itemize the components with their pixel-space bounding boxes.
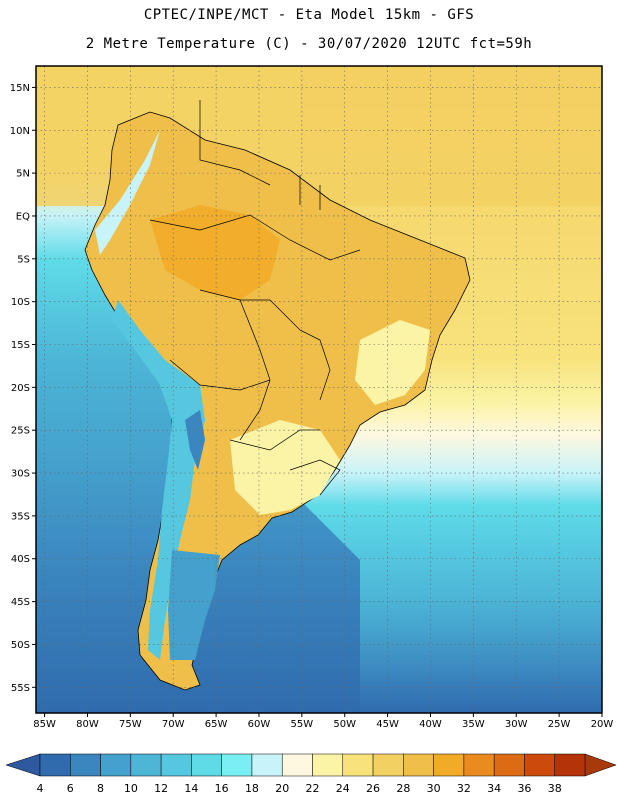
colorbar-swatch <box>433 753 465 777</box>
colorbar-label: 28 <box>396 782 410 795</box>
map-title-line2: 2 Metre Temperature (C) - 30/07/2020 12U… <box>85 36 533 52</box>
colorbar-label: 8 <box>97 782 104 795</box>
colorbar-label: 14 <box>184 782 198 795</box>
field-north-andes <box>95 130 160 255</box>
field-andes-cold <box>112 300 205 660</box>
lat-tick-label: 15N <box>10 83 30 94</box>
lat-tick-label: 35S <box>11 511 30 522</box>
lon-tick-label: 60W <box>248 719 271 730</box>
colorbar-label: 22 <box>306 782 320 795</box>
lat-tick-label: 50S <box>11 640 30 651</box>
field-andes-coldest <box>185 410 205 470</box>
lat-tick-label: 10N <box>10 126 30 137</box>
lon-tick-label: 75W <box>119 719 142 730</box>
map-frame <box>35 65 603 714</box>
lon-tick-label: 85W <box>33 719 56 730</box>
colorbar-swatch <box>281 753 313 777</box>
lat-tick-label: 5N <box>16 169 30 180</box>
colorbar-swatch <box>312 753 344 777</box>
colorbar-underflow-arrow <box>5 753 41 777</box>
lat-tick-label: 40S <box>11 554 30 565</box>
field-southern-cool <box>230 420 340 515</box>
colorbar-swatch <box>403 753 434 777</box>
colorbar-swatch <box>130 753 162 777</box>
colorbar-swatch <box>463 753 495 777</box>
lon-tick-label: 70W <box>162 719 185 730</box>
colorbar-swatch <box>342 753 374 777</box>
lon-tick-label: 65W <box>205 719 228 730</box>
lon-tick-label: 55W <box>291 719 314 730</box>
colorbar-label: 20 <box>275 782 289 795</box>
colorbar-label: 6 <box>67 782 74 795</box>
colorbar-swatch <box>160 753 192 777</box>
lon-tick-label: 30W <box>505 719 528 730</box>
colorbar-label: 30 <box>427 782 441 795</box>
lat-tick-label: EQ <box>16 211 30 222</box>
lat-tick-label: 25S <box>11 426 30 437</box>
lat-tick-label: 30S <box>11 469 30 480</box>
colorbar-label: 16 <box>215 782 229 795</box>
field-hot-core <box>150 205 280 300</box>
lat-tick-label: 10S <box>11 297 30 308</box>
colorbar-label: 18 <box>245 782 259 795</box>
colorbar-label: 36 <box>517 782 531 795</box>
lon-tick-label: 20W <box>591 719 614 730</box>
colorbar-label: 24 <box>336 782 350 795</box>
lon-tick-label: 25W <box>548 719 571 730</box>
colorbar-label: 38 <box>548 782 562 795</box>
colorbar-swatch <box>39 753 71 777</box>
lat-tick-label: 45S <box>11 597 30 608</box>
colorbar-swatch <box>221 753 253 777</box>
colorbar-swatch <box>372 753 404 777</box>
colorbar-legend: 4 6 8 10 12 14 16 18 20 22 24 26 28 30 32 34 36 38 <box>5 753 617 795</box>
lon-tick-label: 80W <box>76 719 99 730</box>
colorbar-swatch <box>191 753 222 777</box>
lon-tick-label: 35W <box>462 719 485 730</box>
field-patagonia <box>168 550 220 660</box>
lon-tick-label: 45W <box>376 719 399 730</box>
map-title-line1: CPTEC/INPE/MCT - Eta Model 15km - GFS <box>143 7 475 23</box>
latitude-axis: 15N 10N 5N EQ 5S 10S 15S 20S 25S 30S 35S 40S 45S 50S 5… <box>10 83 36 694</box>
colorbar-label: 32 <box>457 782 471 795</box>
colorbar-swatch <box>554 753 586 777</box>
colorbar-label: 26 <box>366 782 380 795</box>
colorbar-swatch <box>70 753 101 777</box>
lon-tick-label: 40W <box>419 719 442 730</box>
colorbar-swatch <box>493 753 525 777</box>
lon-tick-label: 50W <box>333 719 356 730</box>
colorbar-label: 34 <box>487 782 501 795</box>
lat-tick-label: 20S <box>11 383 30 394</box>
colorbar-label: 4 <box>37 782 44 795</box>
lat-tick-label: 55S <box>11 683 30 694</box>
colorbar-overflow-arrow <box>584 753 617 777</box>
field-east-highlands <box>355 320 430 405</box>
lat-tick-label: 5S <box>17 254 30 265</box>
colorbar-label: 10 <box>124 782 138 795</box>
lat-tick-label: 15S <box>11 340 30 351</box>
longitude-axis: 85W 80W 75W 70W 65W 60W 55W 50W 45W 40W 35W 30W 25W 2… <box>33 713 613 730</box>
country-borders <box>149 100 361 496</box>
colorbar-swatch <box>524 753 555 777</box>
colorbar-swatch <box>251 753 283 777</box>
colorbar-label: 12 <box>154 782 168 795</box>
colorbar-swatch <box>100 753 132 777</box>
